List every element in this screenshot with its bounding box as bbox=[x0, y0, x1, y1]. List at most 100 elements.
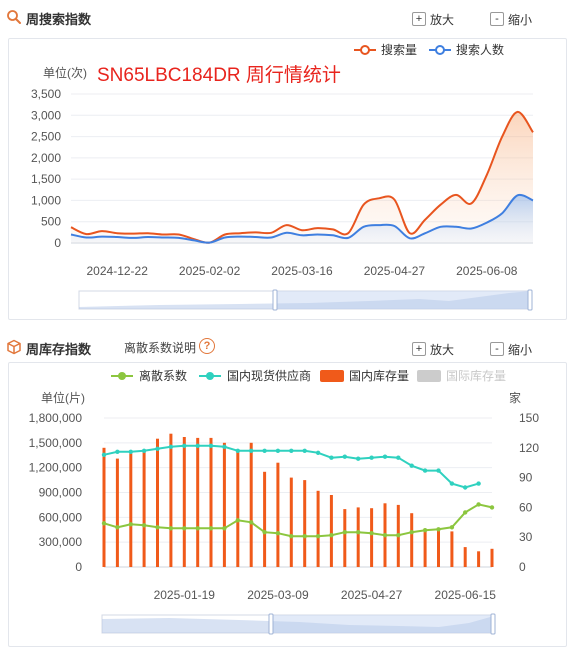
coefficient-point bbox=[302, 534, 307, 539]
supplier-point bbox=[128, 449, 133, 454]
supplier-point bbox=[369, 455, 374, 460]
coefficient-point bbox=[369, 531, 374, 536]
stock-bar bbox=[263, 471, 267, 567]
y-tick-label: 900,000 bbox=[39, 486, 83, 500]
stock-bar bbox=[437, 530, 440, 567]
legend-search-volume[interactable]: 搜索量 bbox=[354, 42, 417, 57]
coefficient-point bbox=[356, 530, 361, 535]
slider-handle-right[interactable] bbox=[527, 289, 533, 311]
y-tick-label: 600,000 bbox=[39, 510, 83, 524]
y2-tick-label: 30 bbox=[519, 530, 533, 544]
legend-searchers[interactable]: 搜索人数 bbox=[429, 42, 504, 57]
supplier-point bbox=[449, 481, 455, 486]
coefficient-point bbox=[115, 525, 120, 530]
search-chart-panel: 0 500 1,000 1,500 2,000 2,500 3,000 3,500 2024-… bbox=[8, 38, 567, 320]
stock-bar bbox=[222, 442, 226, 567]
supplier-point bbox=[275, 448, 281, 453]
x-tick-label: 2025-03-09 bbox=[247, 588, 309, 602]
search-zoom-in-button[interactable]: + 放大 bbox=[412, 11, 454, 27]
supplier-point bbox=[315, 450, 321, 455]
supplier-point bbox=[155, 446, 160, 451]
search-zoom-out-button[interactable]: - 缩小 bbox=[490, 11, 532, 27]
supplier-point bbox=[208, 443, 214, 448]
legend-domestic-stock[interactable]: 国内库存量 bbox=[320, 368, 409, 383]
coefficient-point bbox=[182, 526, 187, 531]
plus-icon: + bbox=[412, 12, 426, 26]
slider-handle-left[interactable] bbox=[268, 613, 274, 635]
legend-suppliers[interactable]: 国内现货供应商 bbox=[199, 368, 311, 383]
search-icon bbox=[7, 10, 21, 24]
coefficient-point bbox=[489, 505, 495, 510]
legend-swatch-icon bbox=[320, 370, 344, 382]
x-tick-label: 2025-04-27 bbox=[341, 588, 403, 602]
inventory-zoom-in-button[interactable]: + 放大 bbox=[412, 341, 454, 357]
x-tick-label: 2025-04-27 bbox=[364, 264, 426, 278]
stock-bar bbox=[463, 547, 467, 567]
slider-handle-left[interactable] bbox=[272, 289, 278, 311]
supplier-point bbox=[436, 468, 441, 473]
coefficient-point bbox=[222, 526, 227, 531]
x-tick-label: 2025-06-08 bbox=[456, 264, 518, 278]
search-range-slider[interactable] bbox=[78, 289, 533, 311]
inventory-y2-axis-label: 家 bbox=[509, 390, 521, 405]
inventory-zoom-out-button[interactable]: - 缩小 bbox=[490, 341, 532, 357]
supplier-point bbox=[101, 452, 107, 457]
searchers-area bbox=[71, 194, 533, 243]
coefficient-point bbox=[315, 534, 321, 539]
y2-tick-label: 60 bbox=[519, 500, 533, 514]
supplier-point bbox=[422, 468, 428, 473]
minus-icon: - bbox=[490, 342, 504, 356]
coefficient-line bbox=[103, 503, 493, 538]
coefficient-point bbox=[382, 533, 388, 538]
slider-handle-right[interactable] bbox=[490, 613, 496, 635]
legend-coefficient[interactable]: 离散系数 bbox=[111, 368, 187, 383]
stock-bar bbox=[115, 458, 119, 567]
coefficient-point bbox=[101, 521, 107, 526]
supplier-point bbox=[302, 448, 307, 453]
coefficient-point bbox=[476, 502, 481, 507]
stock-bar bbox=[410, 513, 414, 567]
y-tick-label: 0 bbox=[54, 236, 61, 250]
searchers-line bbox=[70, 193, 534, 244]
supplier-point bbox=[249, 448, 254, 453]
stock-bar bbox=[423, 530, 427, 567]
x-tick-label: 2025-01-19 bbox=[154, 588, 216, 602]
coefficient-point bbox=[289, 534, 294, 539]
y-tick-label: 1,800,000 bbox=[29, 411, 83, 425]
y-tick-label: 500 bbox=[41, 215, 61, 229]
stock-bar bbox=[276, 462, 280, 567]
question-icon[interactable]: ? bbox=[199, 338, 215, 354]
y-tick-label: 1,000 bbox=[31, 193, 61, 207]
legend-intl-stock[interactable]: 国际库存量 bbox=[417, 368, 506, 383]
stock-bar bbox=[102, 447, 106, 567]
coefficient-help-link[interactable]: 离散系数说明 bbox=[124, 341, 197, 355]
supplier-point bbox=[476, 481, 481, 486]
supplier-point bbox=[342, 454, 347, 459]
legend-label: 搜索人数 bbox=[456, 42, 504, 57]
legend-dot-icon bbox=[118, 372, 126, 380]
coefficient-point bbox=[396, 533, 401, 538]
inventory-range-slider[interactable] bbox=[101, 613, 496, 635]
minus-icon: - bbox=[490, 12, 504, 26]
coefficient-point bbox=[141, 523, 147, 528]
stock-bar bbox=[370, 508, 374, 567]
supplier-point bbox=[409, 463, 414, 468]
supplier-point bbox=[168, 444, 174, 449]
coefficient-point bbox=[329, 533, 334, 538]
stock-bar bbox=[129, 453, 133, 567]
x-tick-label: 2025-06-15 bbox=[435, 588, 497, 602]
stock-bar bbox=[236, 451, 240, 567]
supplier-point bbox=[463, 485, 468, 490]
coefficient-point bbox=[128, 522, 133, 527]
zoom-in-label: 放大 bbox=[430, 342, 455, 357]
y-tick-label: 1,500 bbox=[31, 172, 61, 186]
stock-bar bbox=[316, 490, 320, 567]
x-tick-label: 2025-02-02 bbox=[179, 264, 241, 278]
stock-bar bbox=[169, 433, 173, 567]
stock-bar bbox=[450, 531, 454, 567]
legend-dot-icon bbox=[206, 372, 214, 380]
inventory-index-header: 周库存指数 离散系数说明 ? + 放大 - 缩小 bbox=[0, 330, 574, 360]
x-tick-label: 2025-03-16 bbox=[271, 264, 333, 278]
supplier-point bbox=[329, 455, 334, 460]
coefficient-point bbox=[155, 525, 160, 530]
